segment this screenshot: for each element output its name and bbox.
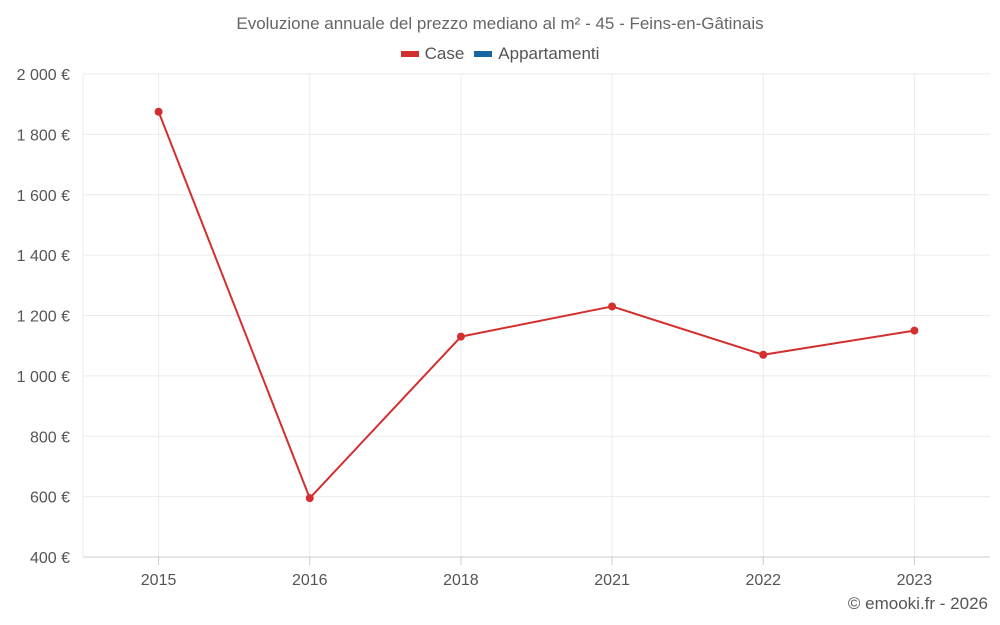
legend-label-case: Case (424, 44, 465, 63)
legend-swatch-case (400, 51, 419, 57)
x-tick-label: 2015 (141, 572, 177, 589)
x-tick-label: 2018 (443, 572, 479, 589)
legend-item-appartamenti[interactable]: Appartamenti (474, 44, 599, 64)
x-tick-label: 2022 (745, 572, 781, 589)
y-tick-label: 1 200 € (17, 309, 70, 326)
data-point-case (154, 107, 163, 116)
x-tick-label: 2016 (292, 572, 328, 589)
data-point-case (305, 494, 314, 503)
data-point-case (759, 350, 768, 359)
y-tick-label: 1 000 € (17, 369, 70, 386)
legend: Case Appartamenti (0, 44, 1000, 64)
y-tick-label: 600 € (30, 490, 70, 507)
legend-item-case[interactable]: Case (400, 44, 465, 64)
y-tick-label: 800 € (30, 429, 70, 446)
chart-title: Evoluzione annuale del prezzo mediano al… (236, 14, 764, 33)
data-point-case (456, 332, 465, 341)
x-tick-label: 2021 (594, 572, 630, 589)
y-tick-label: 2 000 € (17, 67, 70, 84)
data-point-case (608, 302, 617, 311)
y-tick-label: 1 800 € (17, 127, 70, 144)
y-tick-label: 1 600 € (17, 188, 70, 205)
series-line-case (157, 111, 915, 500)
legend-label-appartamenti: Appartamenti (498, 44, 600, 63)
credit-text: © emooki.fr - 2026 (847, 594, 988, 613)
data-point-case (910, 326, 919, 335)
y-tick-label: 1 400 € (17, 248, 70, 265)
y-tick-label: 400 € (30, 550, 70, 567)
legend-swatch-appartamenti (474, 51, 493, 57)
x-tick-label: 2023 (897, 572, 933, 589)
